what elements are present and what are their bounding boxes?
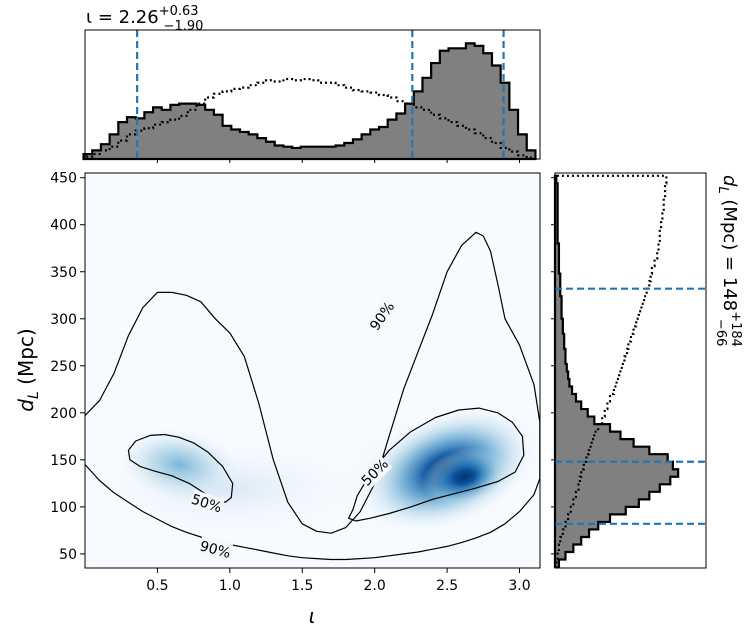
y-tick-label-8: 450 bbox=[50, 171, 77, 187]
top-histogram-layer bbox=[82, 30, 537, 161]
contour-50pct-3 bbox=[348, 407, 525, 522]
top-title-prefix: ι = 2.26 bbox=[86, 7, 159, 28]
main-x-axis: 0.5 1.0 1.5 2.0 2.5 3.0 bbox=[146, 568, 531, 594]
x-axis-label: ι bbox=[309, 604, 316, 628]
top-marginal-ticks bbox=[156, 159, 520, 163]
contour-50pct-2 bbox=[127, 433, 234, 503]
x-tick-label-3: 2.0 bbox=[364, 578, 386, 594]
y-tick-label-4: 250 bbox=[50, 359, 77, 375]
y-tick-label-2: 150 bbox=[50, 453, 77, 469]
right-marginal-panel: dL (Mpc) = 148+184−66 bbox=[551, 172, 743, 569]
main-density-panel: 50%50%90%90% 0.5 1.0 1.5 2.0 2.5 3.0 50 100 150… bbox=[14, 171, 541, 628]
right-marginal-title: dL (Mpc) = 148+184−66 bbox=[713, 175, 743, 347]
y-tick-label-0: 50 bbox=[59, 547, 77, 563]
contour-90pct-0 bbox=[85, 231, 540, 561]
main-panel-frame bbox=[84, 172, 541, 569]
right-marginal-ticks bbox=[551, 177, 555, 555]
contour-label-bg-3 bbox=[365, 297, 399, 335]
x-tick-label-2: 1.5 bbox=[291, 578, 313, 594]
density-core-right bbox=[421, 447, 508, 507]
x-tick-label-1: 1.0 bbox=[219, 578, 241, 594]
y-tick-label-7: 400 bbox=[50, 218, 77, 234]
contour-label-layer: 50%50%90%90% bbox=[188, 297, 399, 563]
y-tick-label-1: 100 bbox=[50, 500, 77, 516]
right-hist-filled bbox=[553, 174, 680, 569]
top-hist-filled bbox=[82, 42, 537, 161]
x-tick-label-4: 2.5 bbox=[436, 578, 458, 594]
right-marginal-frame bbox=[554, 172, 707, 569]
top-marginal-panel: ι = 2.26+0.63 −1.90 bbox=[82, 4, 541, 163]
y-tick-label-3: 200 bbox=[50, 406, 77, 422]
top-title-sub: −1.90 bbox=[164, 19, 204, 34]
density-heatmap bbox=[85, 394, 540, 545]
contour-label-bg-0 bbox=[188, 489, 225, 517]
top-hist-dotted bbox=[82, 77, 537, 159]
density-peak-left bbox=[118, 427, 240, 502]
y-tick-label-5: 300 bbox=[50, 312, 77, 328]
x-tick-label-5: 3.0 bbox=[508, 578, 530, 594]
right-histogram-layer bbox=[553, 174, 706, 569]
contour-label-bg-2 bbox=[197, 536, 234, 563]
top-marginal-frame bbox=[84, 29, 541, 160]
x-tick-label-0: 0.5 bbox=[146, 578, 168, 594]
y-tick-label-6: 350 bbox=[50, 265, 77, 281]
main-y-axis: 50 100 150 200 250 300 350 400 450 bbox=[50, 171, 85, 563]
top-title-sup: +0.63 bbox=[159, 4, 199, 19]
y-axis-label: dL (Mpc) bbox=[14, 328, 42, 411]
contour-layer bbox=[85, 231, 540, 561]
contour-label-2: 90% bbox=[198, 538, 232, 562]
contour-label-bg-1 bbox=[356, 454, 393, 490]
